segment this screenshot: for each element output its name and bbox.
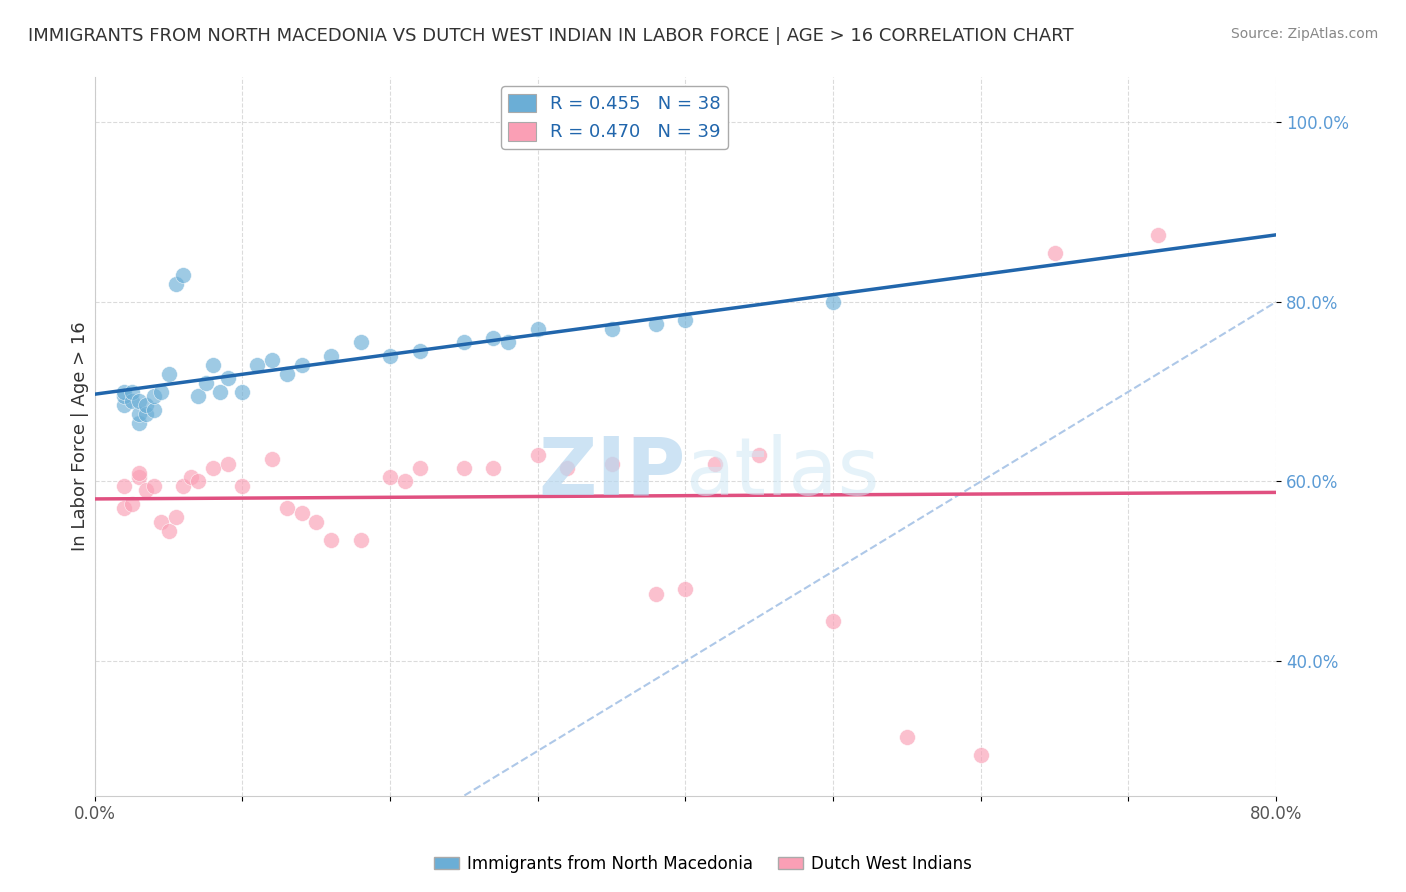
Point — [128, 407, 150, 421]
Point — [172, 479, 194, 493]
Point — [290, 506, 312, 520]
Point — [142, 389, 165, 403]
Point — [112, 389, 135, 403]
Point — [165, 277, 187, 291]
Point — [1043, 245, 1066, 260]
Point — [645, 587, 668, 601]
Point — [496, 335, 519, 350]
Point — [246, 358, 269, 372]
Point — [349, 533, 371, 547]
Point — [157, 367, 180, 381]
Point — [194, 376, 217, 390]
Point — [482, 461, 505, 475]
Point — [896, 731, 918, 745]
Text: Source: ZipAtlas.com: Source: ZipAtlas.com — [1230, 27, 1378, 41]
Text: IMMIGRANTS FROM NORTH MACEDONIA VS DUTCH WEST INDIAN IN LABOR FORCE | AGE > 16 C: IMMIGRANTS FROM NORTH MACEDONIA VS DUTCH… — [28, 27, 1074, 45]
Point — [823, 614, 845, 628]
Point — [172, 268, 194, 282]
Point — [157, 524, 180, 538]
Point — [290, 358, 312, 372]
Point — [319, 533, 342, 547]
Point — [260, 353, 283, 368]
Point — [128, 416, 150, 430]
Point — [112, 501, 135, 516]
Legend: Immigrants from North Macedonia, Dutch West Indians: Immigrants from North Macedonia, Dutch W… — [427, 848, 979, 880]
Point — [555, 461, 578, 475]
Point — [217, 371, 239, 385]
Text: atlas: atlas — [686, 434, 880, 511]
Point — [378, 470, 401, 484]
Point — [408, 344, 430, 359]
Point — [112, 398, 135, 412]
Point — [349, 335, 371, 350]
Point — [276, 501, 298, 516]
Point — [128, 470, 150, 484]
Point — [378, 349, 401, 363]
Point — [453, 461, 475, 475]
Point — [600, 322, 623, 336]
Point — [201, 461, 224, 475]
Point — [187, 389, 209, 403]
Point — [482, 331, 505, 345]
Point — [142, 479, 165, 493]
Point — [748, 448, 770, 462]
Point — [121, 393, 143, 408]
Point — [150, 384, 173, 399]
Point — [823, 294, 845, 309]
Point — [187, 475, 209, 489]
Point — [135, 398, 157, 412]
Point — [526, 322, 548, 336]
Point — [112, 479, 135, 493]
Point — [1147, 227, 1170, 242]
Point — [180, 470, 202, 484]
Point — [645, 318, 668, 332]
Point — [150, 515, 173, 529]
Point — [970, 748, 993, 763]
Point — [135, 407, 157, 421]
Point — [209, 384, 232, 399]
Point — [135, 483, 157, 498]
Point — [319, 349, 342, 363]
Point — [231, 479, 253, 493]
Point — [112, 384, 135, 399]
Point — [128, 393, 150, 408]
Point — [675, 313, 697, 327]
Point — [526, 448, 548, 462]
Point — [142, 402, 165, 417]
Point — [600, 457, 623, 471]
Text: ZIP: ZIP — [538, 434, 686, 511]
Point — [260, 452, 283, 467]
Point — [408, 461, 430, 475]
Point — [217, 457, 239, 471]
Point — [165, 510, 187, 524]
Point — [121, 384, 143, 399]
Point — [675, 582, 697, 597]
Point — [305, 515, 328, 529]
Point — [276, 367, 298, 381]
Point — [453, 335, 475, 350]
Point — [704, 457, 727, 471]
Point — [201, 358, 224, 372]
Legend: R = 0.455   N = 38, R = 0.470   N = 39: R = 0.455 N = 38, R = 0.470 N = 39 — [502, 87, 728, 149]
Point — [231, 384, 253, 399]
Point — [128, 466, 150, 480]
Point — [121, 497, 143, 511]
Y-axis label: In Labor Force | Age > 16: In Labor Force | Age > 16 — [72, 322, 89, 551]
Point — [394, 475, 416, 489]
